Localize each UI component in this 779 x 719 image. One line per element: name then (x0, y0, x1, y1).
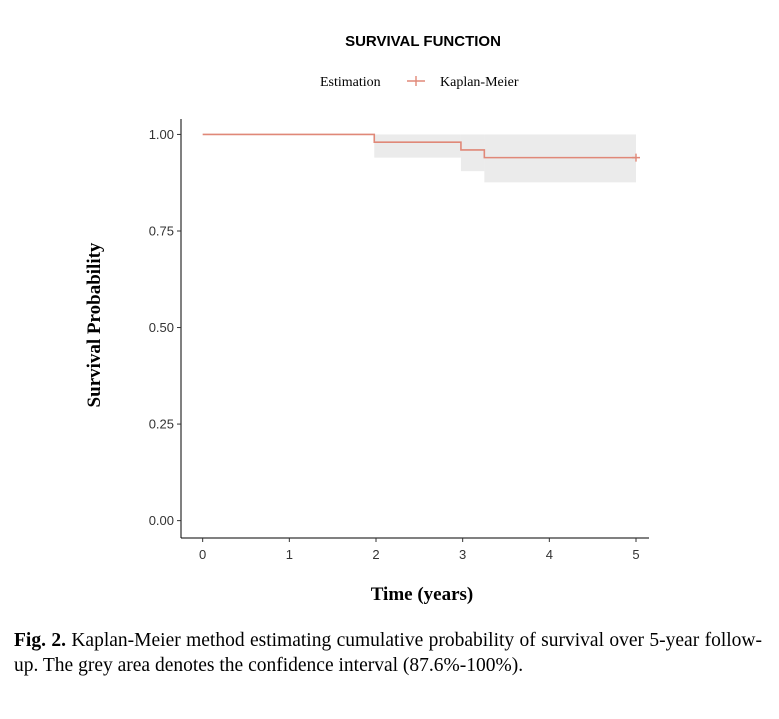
y-tick-label: 0.50 (149, 320, 174, 335)
x-tick-label: 1 (286, 547, 293, 562)
x-tick-label: 3 (459, 547, 466, 562)
caption-text: Kaplan-Meier method estimating cumulativ… (14, 630, 762, 676)
y-tick-label: 0.00 (149, 513, 174, 528)
x-tick-label: 2 (372, 547, 379, 562)
caption-label: Fig. 2. (14, 630, 66, 651)
confidence-band-segment (460, 134, 485, 172)
y-tick-label: 0.25 (149, 417, 174, 432)
x-tick-label: 4 (546, 547, 553, 562)
legend-entry-kaplan-meier: Kaplan-Meier (440, 75, 519, 90)
chart-title: SURVIVAL FUNCTION (345, 33, 501, 50)
legend: Estimation Kaplan-Meier (320, 75, 519, 90)
y-tick-label: 1.00 (149, 127, 174, 142)
survival-chart: SURVIVAL FUNCTION Estimation Kaplan-Meie… (84, 33, 649, 605)
legend-key-kaplan-meier (407, 76, 425, 86)
figure-caption: Fig. 2. Kaplan-Meier method estimating c… (14, 628, 762, 678)
x-tick-label: 5 (632, 547, 639, 562)
axes: 0.00 0.25 0.50 0.75 1.00 0 1 2 3 4 5 (149, 119, 649, 562)
y-tick-label: 0.75 (149, 223, 174, 238)
legend-key-glyph (407, 76, 425, 86)
y-axis-title: Survival Probability (84, 242, 105, 407)
x-tick-label: 0 (199, 547, 206, 562)
survival-step-line (202, 133, 636, 159)
censor-mark (632, 153, 640, 162)
plot-area (202, 133, 640, 183)
legend-title: Estimation (320, 75, 381, 90)
x-axis-title: Time (years) (371, 584, 474, 605)
confidence-band-segment (374, 134, 461, 158)
